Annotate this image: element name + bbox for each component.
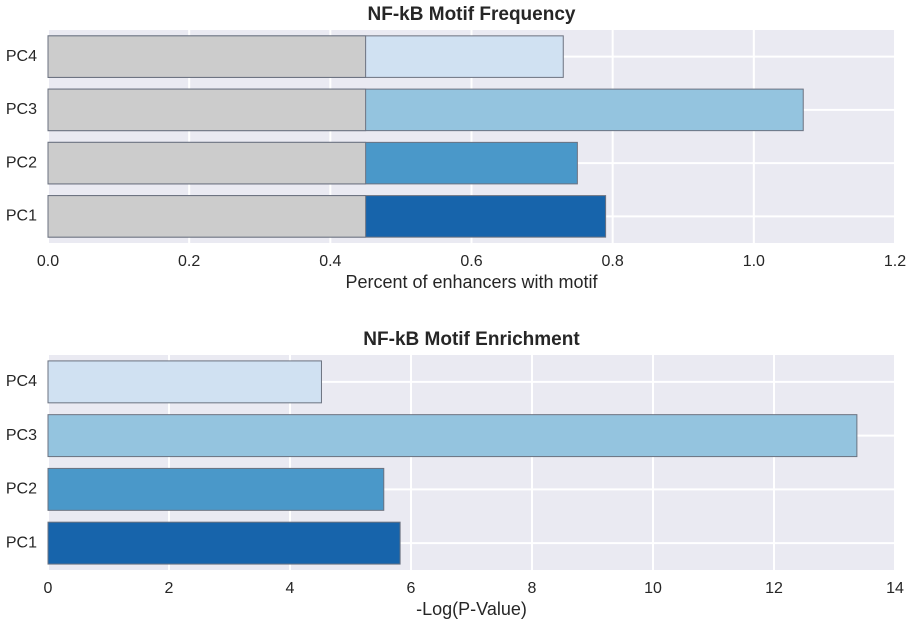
x-tick-label: 0.4 (319, 253, 341, 270)
bar (47, 195, 367, 238)
y-tick-label: PC3 (6, 427, 37, 444)
chart-title: NF-kB Motif Frequency (368, 4, 576, 25)
x-tick-label: 0.2 (178, 253, 200, 270)
x-tick-label: 0 (44, 580, 53, 597)
x-axis-label: Percent of enhancers with motif (345, 272, 598, 292)
x-tick-label: 0.6 (460, 253, 482, 270)
x-tick-label: 10 (644, 580, 662, 597)
y-tick-label: PC3 (6, 101, 37, 118)
bar (47, 467, 385, 511)
x-tick-label: 14 (886, 580, 904, 597)
x-axis-label: -Log(P-Value) (416, 599, 527, 619)
x-tick-label: 2 (165, 580, 174, 597)
y-tick-label: PC1 (6, 208, 37, 225)
x-tick-label: 0.0 (37, 253, 59, 270)
bar (47, 360, 322, 404)
x-tick-label: 0.8 (602, 253, 624, 270)
y-tick-label: PC4 (6, 373, 37, 390)
y-tick-label: PC2 (6, 481, 37, 498)
bar (47, 141, 367, 185)
x-tick-label: 4 (286, 580, 295, 597)
x-tick-label: 6 (407, 580, 416, 597)
x-tick-label: 1.0 (743, 253, 765, 270)
chart-title: NF-kB Motif Enrichment (363, 329, 580, 350)
bar (47, 88, 367, 132)
y-tick-label: PC2 (6, 154, 37, 171)
y-tick-label: PC4 (6, 48, 37, 65)
x-tick-label: 12 (765, 580, 783, 597)
x-tick-label: 8 (528, 580, 537, 597)
y-tick-label: PC1 (6, 534, 37, 551)
x-tick-label: 1.2 (884, 253, 906, 270)
bar (47, 521, 401, 565)
bar (47, 414, 858, 458)
bar (47, 35, 367, 78)
